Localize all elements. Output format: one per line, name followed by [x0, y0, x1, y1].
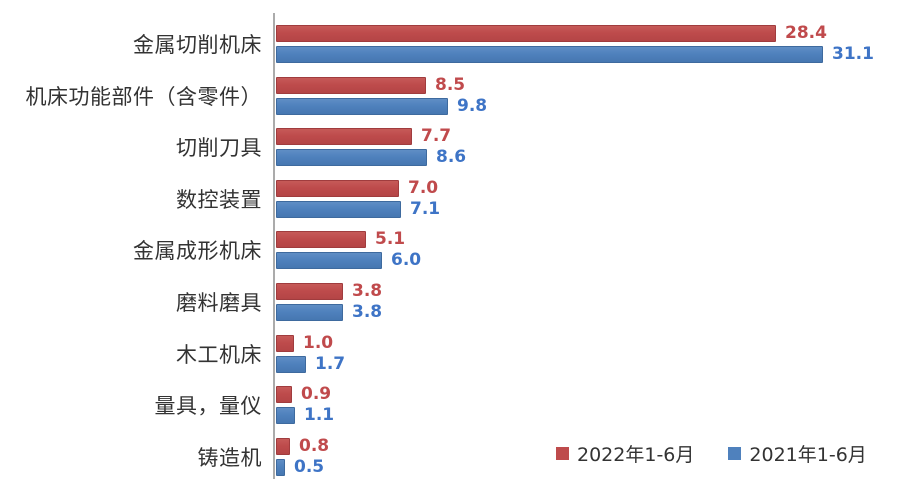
category-row: 金属切削机床 28.4 31.1 [0, 25, 900, 63]
category-label: 磨料磨具 [176, 291, 262, 315]
bar-group: 0.8 0.5 [276, 435, 330, 480]
bar-group: 28.4 31.1 [276, 25, 874, 67]
value-label-2022: 3.8 [352, 281, 383, 301]
bar-2022 [276, 128, 412, 146]
value-label-2021: 7.1 [410, 198, 441, 219]
category-row: 量具，量仪 0.9 1.1 [0, 386, 900, 425]
bar-2021 [276, 458, 285, 476]
legend-swatch-2022-icon [556, 447, 569, 460]
bar-group: 7.7 8.6 [276, 128, 466, 170]
category-row: 磨料磨具 3.8 3.8 [0, 283, 900, 321]
bar-2022 [276, 76, 426, 94]
value-label-2021: 3.8 [352, 302, 383, 322]
bar-line-2022: 0.9 [276, 384, 334, 405]
legend-item-2021: 2021年1-6月 [728, 440, 867, 467]
value-label-2021: 0.5 [294, 456, 325, 477]
bar-2021 [276, 200, 401, 218]
bar-line-2022: 28.4 [276, 25, 874, 42]
category-label: 数控装置 [176, 187, 262, 212]
bar-2022 [276, 25, 776, 42]
bar-group: 7.0 7.1 [276, 177, 441, 222]
bar-line-2022: 3.8 [276, 283, 382, 300]
bar-line-2021: 0.5 [276, 456, 329, 477]
bar-2021 [276, 46, 823, 63]
bar-2022 [276, 179, 399, 197]
bar-line-2021: 31.1 [276, 46, 874, 63]
value-label-2022: 8.5 [435, 74, 466, 95]
category-label: 金属切削机床 [133, 33, 262, 57]
category-label: 切削刀具 [176, 136, 262, 161]
bar-group: 0.9 1.1 [276, 386, 334, 428]
bar-line-2021: 7.1 [276, 198, 441, 219]
category-label: 铸造机 [197, 445, 262, 470]
value-label-2022: 28.4 [785, 23, 827, 43]
value-label-2022: 1.0 [303, 332, 334, 353]
value-label-2021: 9.8 [457, 95, 488, 116]
category-row: 木工机床 1.0 1.7 [0, 334, 900, 373]
bar-2022 [276, 386, 292, 404]
bar-group: 8.5 9.8 [276, 74, 488, 119]
value-label-2021: 31.1 [832, 44, 874, 64]
legend-swatch-2021-icon [728, 447, 742, 460]
bar-line-2022: 0.8 [276, 435, 330, 456]
bar-line-2022: 1.0 [276, 332, 345, 353]
bar-group: 5.1 6.0 [276, 231, 421, 273]
bar-line-2021: 8.6 [276, 147, 467, 168]
category-row: 切削刀具 7.7 8.6 [0, 128, 900, 167]
value-label-2021: 8.6 [436, 147, 467, 168]
value-label-2022: 0.8 [299, 435, 330, 456]
bar-line-2021: 1.7 [276, 353, 346, 374]
bar-line-2021: 6.0 [276, 250, 422, 271]
bar-line-2022: 5.1 [276, 229, 421, 250]
category-row: 数控装置 7.0 7.1 [0, 179, 900, 218]
bar-2022 [276, 283, 343, 300]
value-label-2022: 5.1 [375, 229, 406, 250]
bar-2022 [276, 437, 290, 455]
bar-line-2022: 8.5 [276, 74, 487, 95]
y-axis-line [273, 13, 275, 479]
bar-line-2021: 1.1 [276, 405, 335, 426]
category-label: 机床功能部件（含零件） [25, 84, 262, 109]
bar-2021 [276, 407, 295, 425]
category-label: 木工机床 [176, 342, 262, 367]
category-row: 机床功能部件（含零件） 8.5 9.8 [0, 76, 900, 115]
category-label: 金属成形机床 [133, 239, 262, 264]
bar-line-2022: 7.7 [276, 126, 466, 147]
bar-line-2021: 9.8 [276, 95, 488, 116]
bar-line-2021: 3.8 [276, 304, 382, 321]
bar-2022 [276, 231, 366, 249]
legend-label-2022: 2022年1-6月 [577, 444, 695, 466]
value-label-2022: 7.7 [421, 126, 452, 147]
bar-2021 [276, 304, 343, 321]
bar-2021 [276, 97, 448, 115]
legend-item-2022: 2022年1-6月 [556, 440, 694, 467]
bar-2021 [276, 149, 427, 167]
value-label-2022: 7.0 [408, 177, 439, 198]
bar-group: 3.8 3.8 [276, 283, 382, 325]
value-label-2021: 6.0 [391, 250, 422, 271]
category-row: 铸造机 0.8 0.5 [0, 437, 900, 476]
bar-2021 [276, 252, 382, 270]
bar-group: 1.0 1.7 [276, 332, 346, 377]
bar-2021 [276, 355, 306, 373]
bar-2022 [276, 334, 294, 352]
bar-line-2022: 7.0 [276, 177, 440, 198]
value-label-2021: 1.7 [315, 353, 346, 374]
category-row: 金属成形机床 5.1 6.0 [0, 231, 900, 270]
value-label-2021: 1.1 [304, 405, 335, 426]
category-label: 量具，量仪 [154, 394, 262, 419]
legend: 2022年1-6月 2021年1-6月 [556, 440, 867, 467]
legend-label-2021: 2021年1-6月 [749, 444, 867, 466]
value-label-2022: 0.9 [301, 384, 332, 405]
